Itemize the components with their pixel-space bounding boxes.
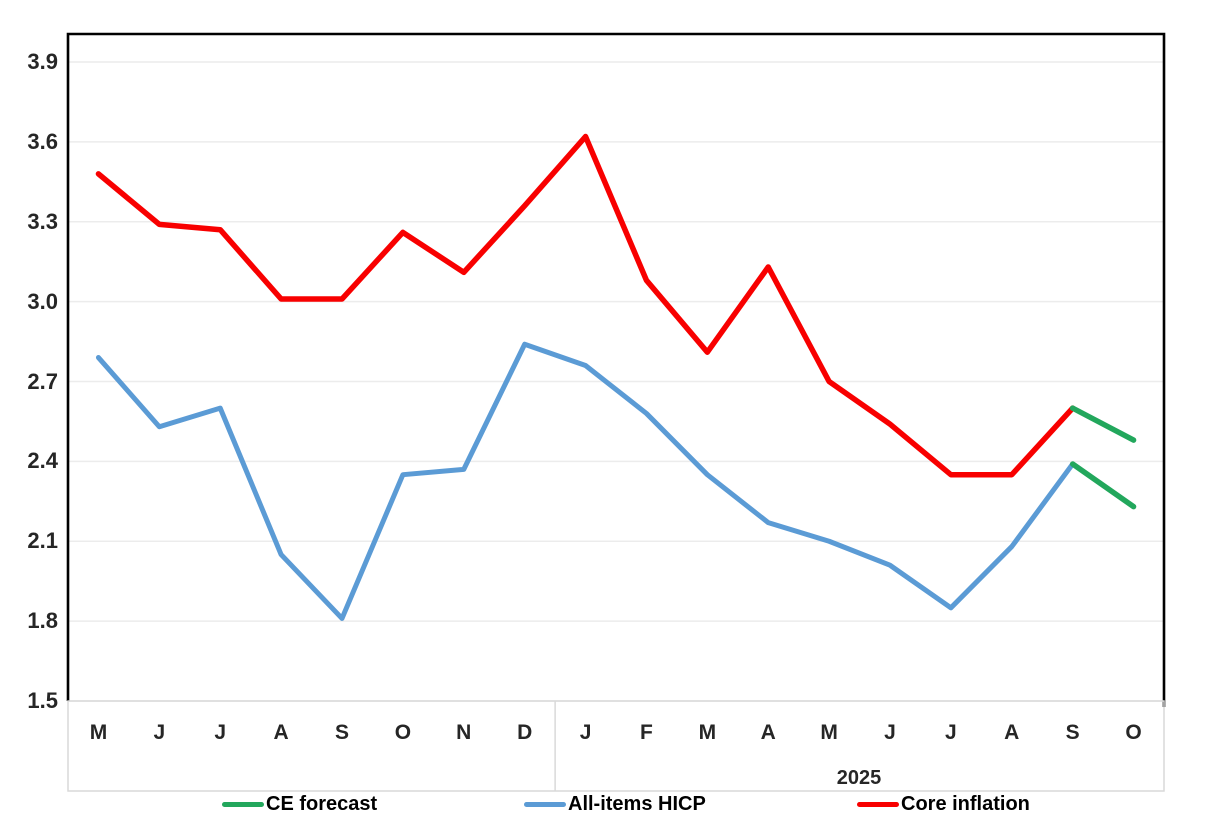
y-tick-label: 3.6 bbox=[27, 128, 58, 154]
month-label: M bbox=[89, 721, 108, 744]
legend-label: Core inflation bbox=[901, 793, 1030, 815]
month-label: M bbox=[820, 721, 838, 744]
legend-item: CE forecast bbox=[222, 792, 377, 816]
month-label: A bbox=[760, 721, 776, 744]
month-label: J bbox=[214, 721, 227, 744]
month-label: J bbox=[945, 721, 957, 744]
legend-item: Core inflation bbox=[857, 792, 1030, 816]
y-tick-label: 3.0 bbox=[27, 288, 58, 314]
month-label: O bbox=[394, 721, 412, 744]
month-label: A bbox=[1004, 721, 1020, 744]
legend-line-swatch bbox=[222, 801, 264, 807]
series-line-core-inflation bbox=[95, 133, 1076, 478]
month-label: S bbox=[334, 721, 349, 744]
legend-label: CE forecast bbox=[266, 793, 378, 815]
legend-item: All-items HICP bbox=[524, 792, 706, 816]
plot-frame bbox=[66, 32, 1166, 707]
month-label: S bbox=[1065, 721, 1080, 744]
y-tick-label: 2.7 bbox=[27, 368, 58, 394]
y-tick-label: 3.9 bbox=[27, 49, 58, 74]
month-label: O bbox=[1125, 721, 1142, 744]
month-label: M bbox=[698, 721, 717, 744]
y-tick-label: 1.8 bbox=[27, 608, 58, 634]
legend-label: All-items HICP bbox=[568, 793, 706, 815]
y-tick-label: 3.3 bbox=[27, 208, 58, 234]
month-label: J bbox=[153, 721, 166, 744]
y-tick-label: 1.5 bbox=[27, 688, 58, 713]
year-label-2025: 2025 bbox=[836, 767, 882, 789]
month-label: J bbox=[579, 721, 592, 744]
month-label: N bbox=[456, 721, 472, 744]
x-axis-box bbox=[67, 700, 1165, 792]
month-label: J bbox=[884, 721, 896, 744]
series-line-ce-forecast bbox=[1069, 461, 1137, 510]
month-label: D bbox=[517, 721, 533, 744]
series-line-ce-forecast bbox=[1069, 405, 1137, 443]
series-line-all-items-hicp bbox=[95, 341, 1076, 621]
legend-line-swatch bbox=[524, 801, 566, 807]
y-tick-label: 2.4 bbox=[27, 448, 58, 474]
y-tick-label: 2.1 bbox=[27, 528, 58, 554]
legend-line-swatch bbox=[857, 801, 899, 807]
month-label: A bbox=[273, 721, 289, 744]
month-label: F bbox=[640, 721, 653, 744]
